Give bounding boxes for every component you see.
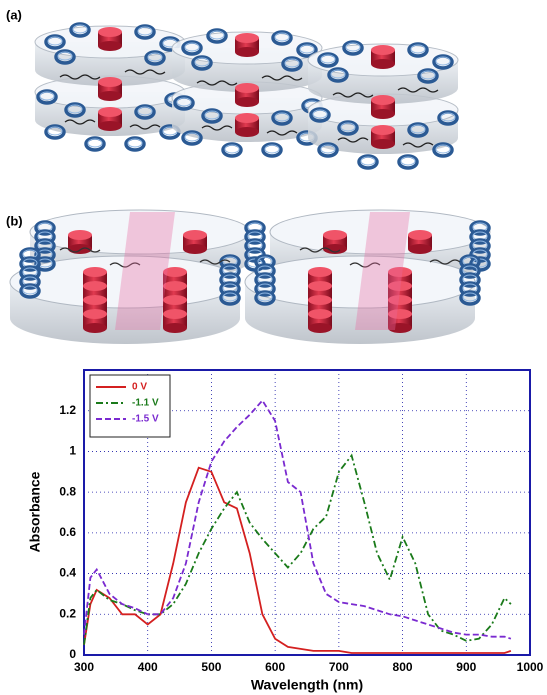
panel-label: (a) <box>6 7 22 22</box>
x-tick-label: 1000 <box>517 660 544 674</box>
series-line <box>83 453 512 645</box>
illustration-a <box>35 24 458 168</box>
x-tick-label: 600 <box>265 660 285 674</box>
series-line <box>83 466 512 654</box>
illustration-b <box>9 209 491 344</box>
y-tick-label: 0.4 <box>59 566 76 580</box>
x-tick-label: 300 <box>74 660 94 674</box>
plot-frame <box>83 369 531 656</box>
x-tick-label: 800 <box>393 660 413 674</box>
y-tick-label: 1.2 <box>59 403 76 417</box>
x-axis-label: Wavelength (nm) <box>251 677 363 693</box>
y-tick-label: 0 <box>69 647 76 661</box>
legend-box <box>89 374 171 438</box>
y-tick-label: 0.6 <box>59 525 76 539</box>
y-tick-label: 0.2 <box>59 606 76 620</box>
series-line <box>83 399 512 640</box>
x-tick-label: 400 <box>138 660 158 674</box>
y-axis-label: Absorbance <box>27 471 43 552</box>
legend-label: -1.5 V <box>132 414 159 425</box>
x-tick-label: 500 <box>201 660 221 674</box>
legend-label: -1.1 V <box>132 398 159 409</box>
panel-label: (b) <box>6 213 23 228</box>
x-tick-label: 700 <box>329 660 349 674</box>
x-tick-label: 900 <box>456 660 476 674</box>
y-tick-label: 0.8 <box>59 484 76 498</box>
chart: Absorbance Wavelength (nm) 0 0.2 0.4 0.6 0.8… <box>27 369 544 693</box>
y-tick-label: 1 <box>69 444 76 458</box>
legend-label: 0 V <box>132 382 147 393</box>
